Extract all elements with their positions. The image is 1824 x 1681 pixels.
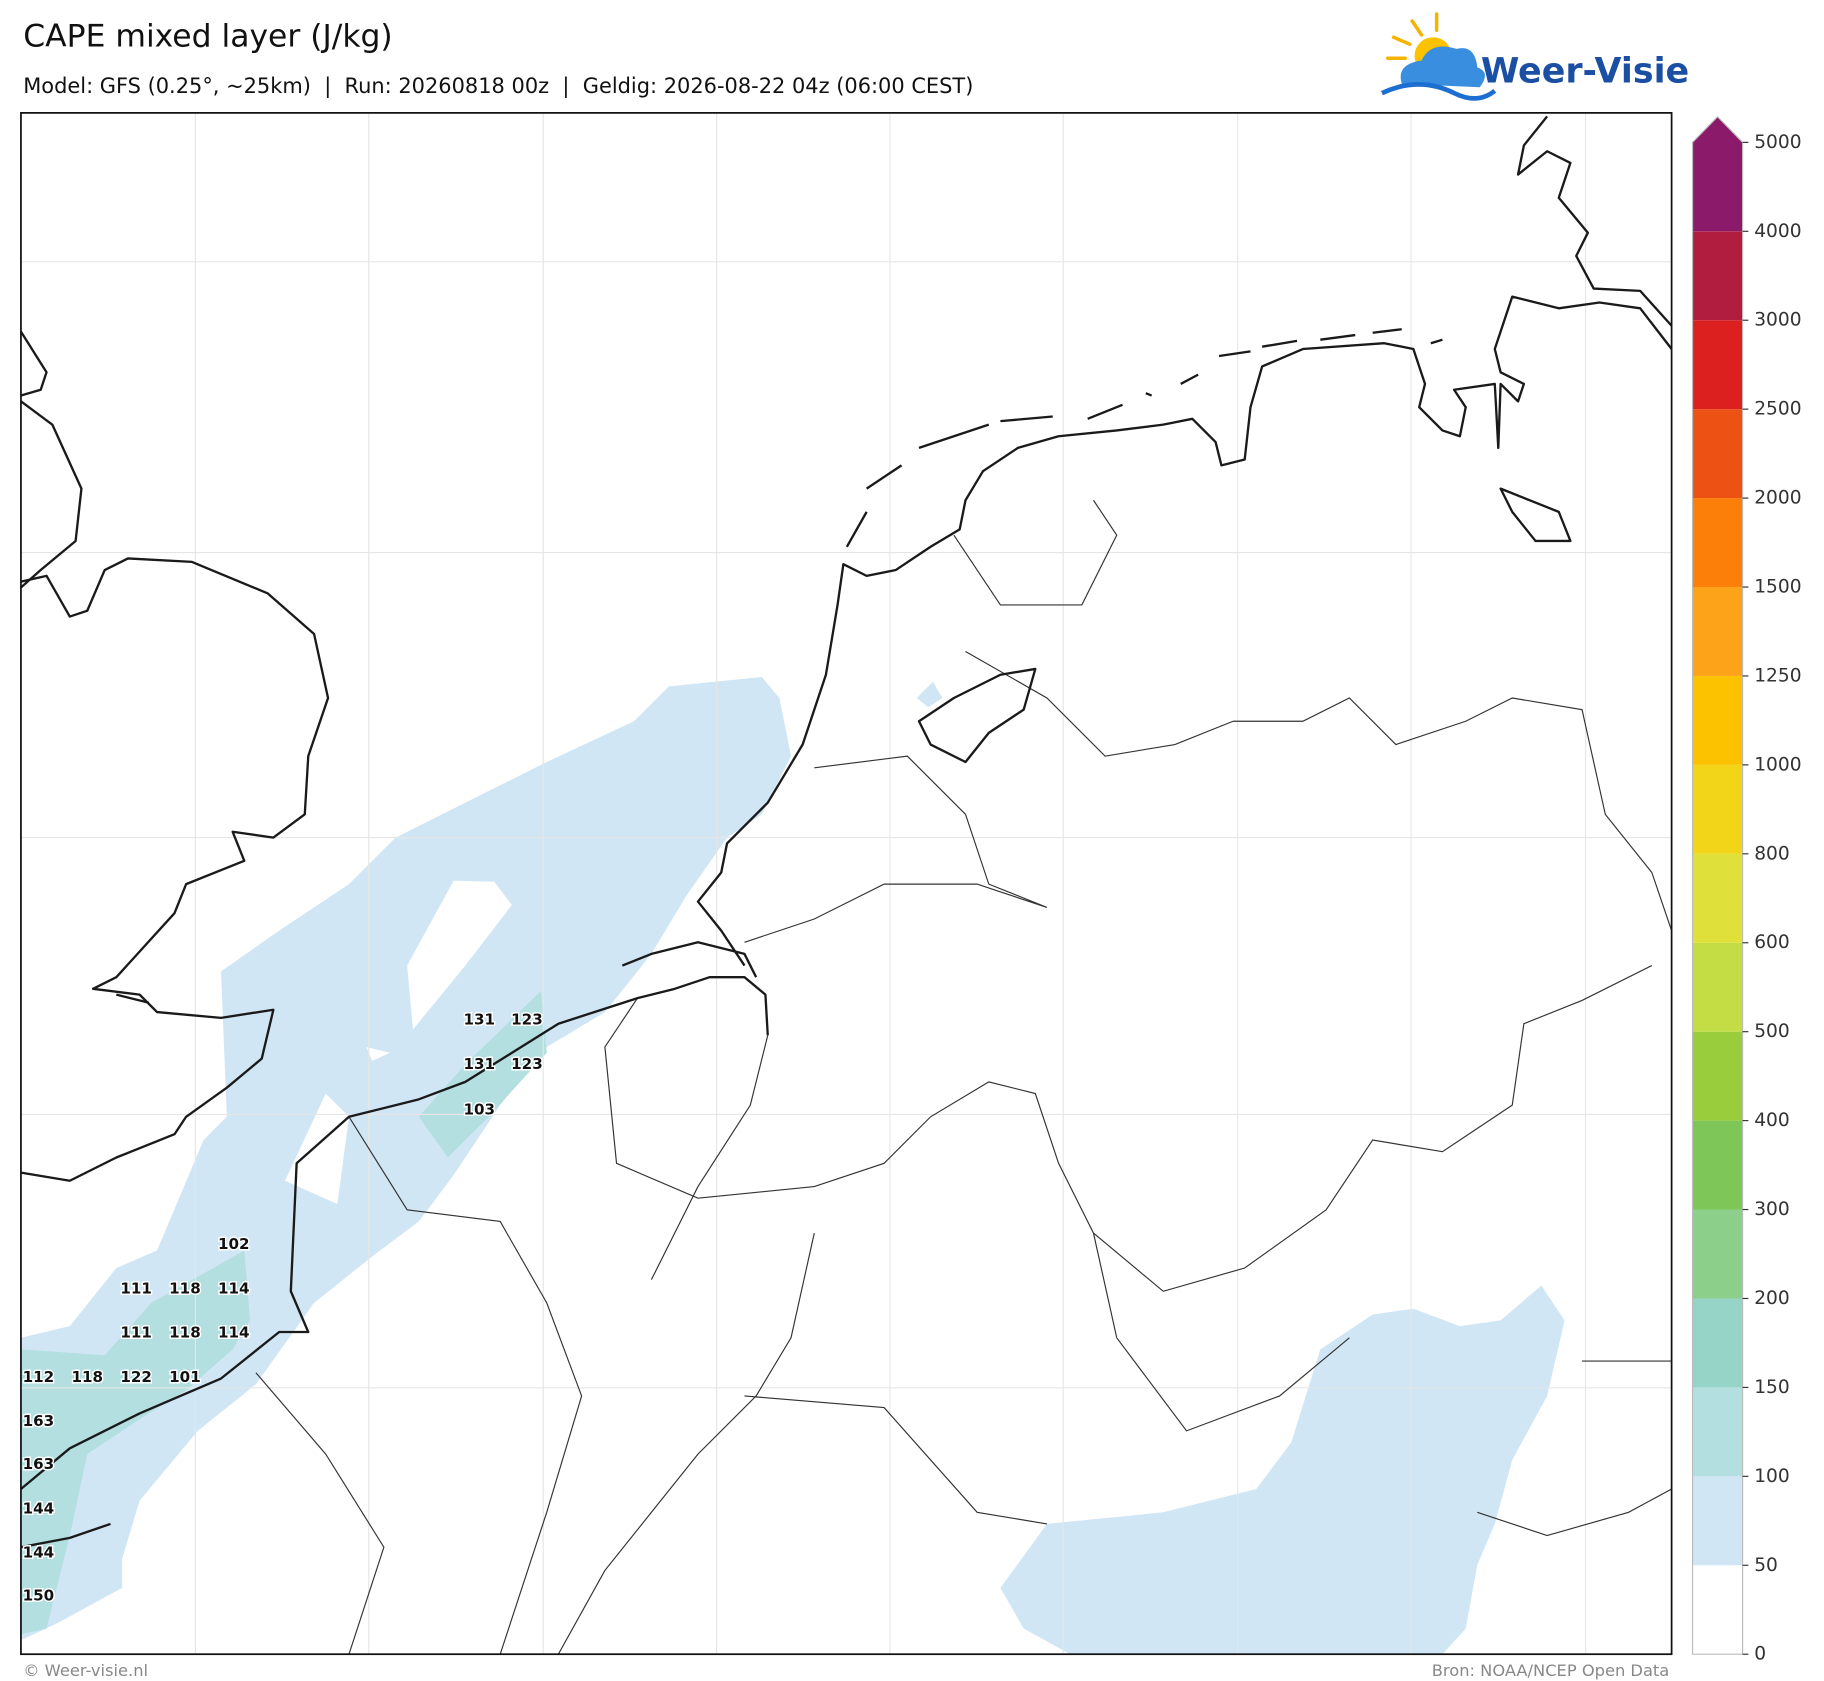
cape-value-label: 111 <box>120 1324 152 1342</box>
cape-value-label: 118 <box>169 1279 201 1297</box>
cape-value-label: 102 <box>218 1235 250 1253</box>
colorbar-segment <box>1692 1031 1743 1121</box>
colorbar-segment <box>1692 498 1743 588</box>
colorbar-tick-label: 4000 <box>1754 221 1801 242</box>
cape-value-label: 144 <box>23 1544 55 1562</box>
colorbar-tick-label: 150 <box>1754 1377 1790 1398</box>
cape-value-label: 163 <box>23 1455 55 1473</box>
colorbar-tick-label: 3000 <box>1754 310 1801 331</box>
logo-text: Weer-Visie <box>1481 52 1689 92</box>
colorbar-segment <box>1692 942 1743 1032</box>
colorbar-tick-label: 1500 <box>1754 577 1801 598</box>
colorbar-tick-label: 2000 <box>1754 488 1801 509</box>
cape-area <box>916 681 943 708</box>
cape-value-label: 150 <box>23 1587 55 1605</box>
colorbar-tick-label: 5000 <box>1754 132 1801 153</box>
colorbar-tick-label: 400 <box>1754 1110 1790 1131</box>
colorbar-outline <box>1691 115 1744 1655</box>
cape-value-label: 103 <box>463 1100 495 1118</box>
cape-value-label: 144 <box>23 1499 55 1517</box>
colorbar-tick-label: 100 <box>1754 1466 1790 1487</box>
cape-value-label: 123 <box>511 1055 543 1073</box>
cape-value-label: 118 <box>169 1324 201 1342</box>
cape-value-label: 101 <box>169 1368 201 1386</box>
colorbar-tick-label: 500 <box>1754 1021 1790 1042</box>
cape-area <box>20 677 792 1641</box>
cape-value-label: 111 <box>120 1279 152 1297</box>
colorbar: 0 50 100 150 200 300 400 500 600 800 1000 1250 1500 2… <box>1691 115 1802 1665</box>
colorbar-segment <box>1692 675 1743 765</box>
cape-area <box>1000 1285 1565 1655</box>
subtitle: Model: GFS (0.25°, ~25km) | Run: 2026081… <box>23 74 973 99</box>
footer-left: © Weer-visie.nl <box>23 1661 148 1680</box>
map-frame <box>20 112 1673 1656</box>
colorbar-tick-label: 600 <box>1754 932 1790 953</box>
colorbar-tick-label: 50 <box>1754 1555 1778 1576</box>
colorbar-segment <box>1692 853 1743 943</box>
cape-area <box>20 1250 251 1635</box>
colorbar-tick-label: 800 <box>1754 843 1790 864</box>
colorbar-segment <box>1692 587 1743 676</box>
colorbar-tick-label: 300 <box>1754 1199 1790 1220</box>
cape-area <box>418 991 547 1158</box>
footer-right: Bron: NOAA/NCEP Open Data <box>1432 1661 1670 1680</box>
colorbar-segment <box>1692 1476 1743 1566</box>
colorbar-tick-label: 200 <box>1754 1288 1790 1309</box>
colorbar-segment <box>1692 409 1743 499</box>
cape-value-label: 112 <box>23 1368 55 1386</box>
cape-value-label: 131 <box>463 1011 495 1029</box>
colorbar-segment <box>1692 1120 1743 1210</box>
colorbar-segment <box>1692 1209 1743 1299</box>
colorbar-segment <box>1692 764 1743 854</box>
cape-value-label: 122 <box>120 1368 152 1386</box>
cape-value-label: 123 <box>511 1011 543 1029</box>
cape-value-label: 163 <box>23 1412 55 1430</box>
cape-value-label: 131 <box>463 1055 495 1073</box>
value-labels: 131 123 131 123 103 102 111 118 114 111 118 114 112 1… <box>21 1009 544 1606</box>
colorbar-segment <box>1692 116 1743 232</box>
colorbar-segment <box>1692 1565 1743 1655</box>
colorbar-tick-label: 1250 <box>1754 665 1801 686</box>
logo: Weer-Visie <box>1380 12 1689 101</box>
colorbar-segment <box>1692 1387 1743 1477</box>
cape-value-label: 114 <box>218 1324 250 1342</box>
cape-value-label: 118 <box>71 1368 103 1386</box>
colorbar-segment <box>1692 231 1743 321</box>
colorbar-segment <box>1692 320 1743 410</box>
coastlines <box>19 115 1673 1549</box>
colorbar-segment <box>1692 1298 1743 1388</box>
cape-areas <box>20 677 1565 1655</box>
colorbar-tick-label: 0 <box>1754 1644 1766 1665</box>
colorbar-tick-label: 1000 <box>1754 754 1801 775</box>
title: CAPE mixed layer (J/kg) <box>23 19 392 55</box>
cape-value-label: 114 <box>218 1279 250 1297</box>
borders <box>255 499 1673 1655</box>
colorbar-tick-label: 2500 <box>1754 399 1801 420</box>
